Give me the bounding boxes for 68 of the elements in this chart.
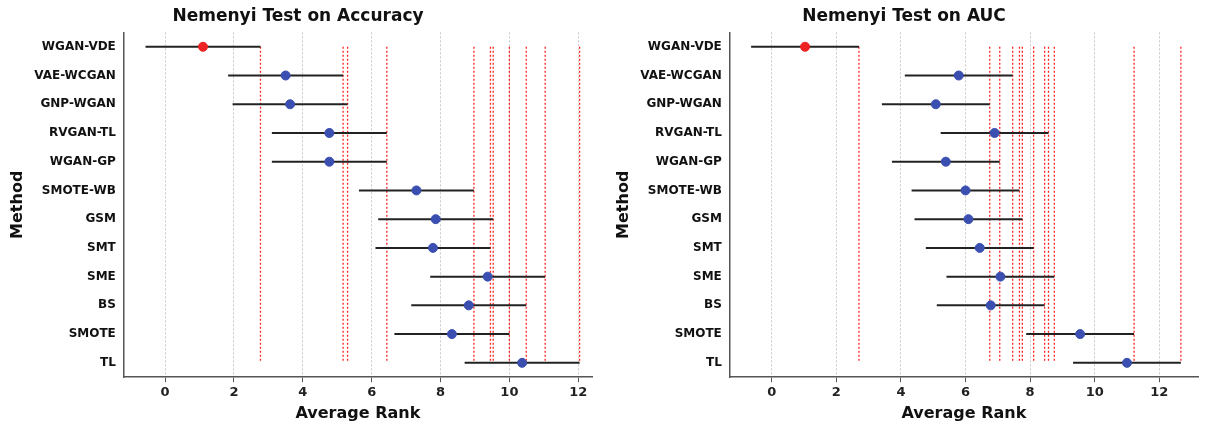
y-tick-label: TL	[705, 354, 723, 369]
y-axis-title: Method	[6, 170, 26, 239]
y-tick-label: BS	[98, 297, 116, 312]
x-axis-title: Average Rank	[901, 402, 1027, 422]
y-tick-label: TL	[99, 354, 117, 369]
x-axis-title: Average Rank	[295, 402, 421, 422]
point	[1075, 329, 1086, 340]
point	[411, 185, 422, 196]
y-tick-label: WGAN-GP	[655, 153, 723, 168]
y-tick-label: GSM	[85, 211, 116, 226]
y-axis-title: Method	[612, 170, 632, 239]
y-tick-label: GNP-WGAN	[40, 96, 116, 111]
y-tick-label: SMT	[693, 240, 723, 255]
y-tick-label: WGAN-VDE	[41, 38, 116, 53]
point	[324, 156, 335, 167]
x-tick-label: 4	[896, 384, 906, 400]
point	[963, 214, 974, 225]
point	[482, 271, 493, 282]
point	[463, 300, 474, 311]
x-tick-label: 8	[1025, 384, 1035, 400]
x-tick-label: 6	[367, 384, 377, 400]
y-tick-label: SMOTE	[674, 326, 722, 341]
point	[324, 127, 335, 138]
y-tick-label: WGAN-GP	[49, 153, 117, 168]
x-tick-label: 12	[569, 384, 588, 400]
point	[285, 99, 296, 110]
y-tick-label: SME	[87, 268, 116, 283]
x-tick-label: 0	[767, 384, 777, 400]
x-tick-label: 10	[1085, 384, 1104, 400]
point	[960, 185, 971, 196]
y-tick-label: WGAN-VDE	[647, 38, 722, 53]
point	[446, 329, 457, 340]
y-tick-label: GNP-WGAN	[646, 96, 722, 111]
point	[985, 300, 996, 311]
y-tick-label: SMOTE-WB	[41, 182, 116, 197]
y-tick-label: SMOTE-WB	[647, 182, 722, 197]
point	[430, 214, 441, 225]
x-tick-label: 0	[160, 384, 170, 400]
point	[989, 127, 1000, 138]
y-tick-label: GSM	[691, 211, 722, 226]
y-tick-label: RVGAN-TL	[655, 125, 723, 140]
x-tick-label: 8	[436, 384, 446, 400]
y-tick-label: SMOTE	[68, 326, 116, 341]
point	[1121, 357, 1132, 368]
x-tick-label: 6	[961, 384, 971, 400]
point	[517, 357, 528, 368]
y-tick-label: SMT	[87, 240, 117, 255]
x-tick-label: 4	[298, 384, 308, 400]
y-tick-label: VAE-WCGAN	[640, 67, 722, 82]
point	[930, 99, 941, 110]
x-tick-label: 12	[1150, 384, 1169, 400]
x-tick-label: 2	[229, 384, 239, 400]
y-tick-label: SME	[693, 268, 722, 283]
chart-title: Nemenyi Test on AUC	[802, 4, 1006, 25]
x-tick-label: 10	[500, 384, 519, 400]
x-tick-label: 2	[831, 384, 841, 400]
point	[280, 70, 291, 81]
point	[953, 70, 964, 81]
point	[427, 242, 438, 253]
point	[974, 242, 985, 253]
y-tick-label: VAE-WCGAN	[34, 67, 116, 82]
y-tick-label: RVGAN-TL	[49, 125, 117, 140]
point	[198, 41, 208, 52]
point	[800, 41, 811, 52]
point	[995, 271, 1006, 282]
chart-title: Nemenyi Test on Accuracy	[172, 4, 424, 25]
point	[940, 156, 951, 167]
y-tick-label: BS	[704, 297, 722, 312]
